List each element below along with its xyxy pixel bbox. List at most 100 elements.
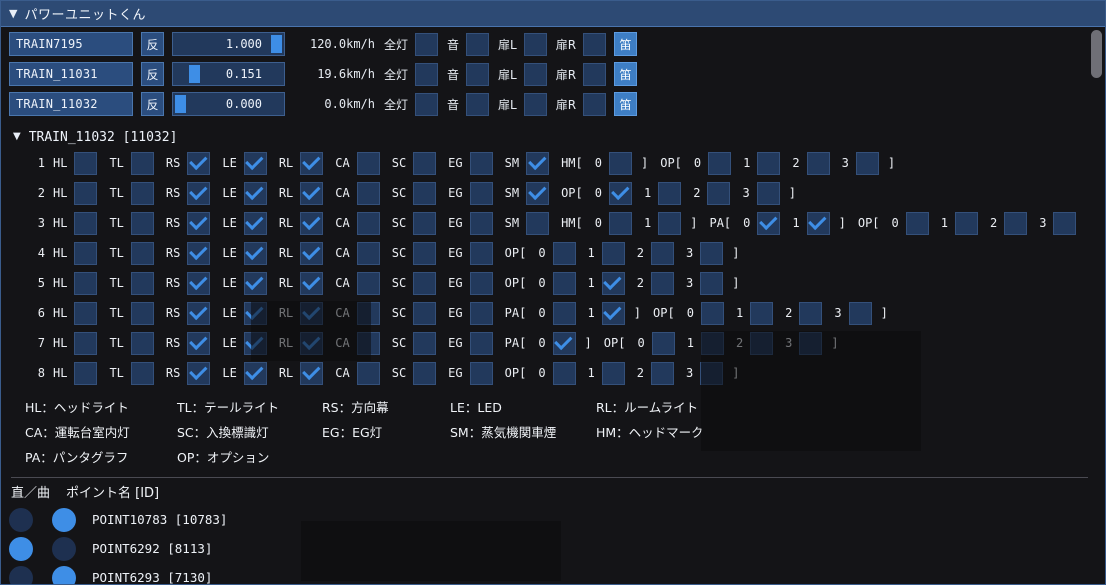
car-flag-checkbox-le[interactable] xyxy=(243,151,267,175)
car-group-checkbox-op-3[interactable] xyxy=(756,181,780,205)
vertical-scrollbar[interactable] xyxy=(1088,28,1103,582)
car-flag-checkbox-ca[interactable] xyxy=(356,361,380,385)
collapse-triangle-icon[interactable]: ▼ xyxy=(9,7,18,20)
sound-checkbox[interactable] xyxy=(466,92,490,116)
point-curve-radio[interactable] xyxy=(52,507,76,532)
car-group-checkbox-op-1[interactable] xyxy=(750,301,774,325)
point-straight-radio[interactable] xyxy=(9,507,33,532)
car-flag-checkbox-ca[interactable] xyxy=(356,271,380,295)
whistle-button[interactable]: 笛 xyxy=(614,92,638,116)
car-flag-checkbox-ca[interactable] xyxy=(356,241,380,265)
car-flag-checkbox-rs[interactable] xyxy=(187,211,211,235)
car-flag-checkbox-rl[interactable] xyxy=(300,361,324,385)
car-group-checkbox-pa-1[interactable] xyxy=(601,301,625,325)
car-flag-checkbox-eg[interactable] xyxy=(469,361,493,385)
car-flag-checkbox-hl[interactable] xyxy=(74,151,98,175)
car-flag-checkbox-rl[interactable] xyxy=(300,271,324,295)
car-group-checkbox-op-0[interactable] xyxy=(905,211,929,235)
door-right-checkbox[interactable] xyxy=(583,62,607,86)
car-flag-checkbox-rs[interactable] xyxy=(187,181,211,205)
car-flag-checkbox-eg[interactable] xyxy=(469,301,493,325)
car-flag-checkbox-ca[interactable] xyxy=(356,301,380,325)
car-flag-checkbox-rs[interactable] xyxy=(187,271,211,295)
car-flag-checkbox-ca[interactable] xyxy=(356,181,380,205)
car-flag-checkbox-eg[interactable] xyxy=(469,331,493,355)
car-flag-checkbox-eg[interactable] xyxy=(469,181,493,205)
train-name-field[interactable]: TRAIN_11031 xyxy=(9,62,133,86)
car-flag-checkbox-hl[interactable] xyxy=(74,271,98,295)
throttle-slider[interactable]: 0.151 xyxy=(172,62,285,86)
car-flag-checkbox-rl[interactable] xyxy=(300,331,324,355)
car-group-checkbox-op-1[interactable] xyxy=(601,241,625,265)
car-flag-checkbox-ca[interactable] xyxy=(356,211,380,235)
car-flag-checkbox-sc[interactable] xyxy=(413,241,437,265)
car-group-checkbox-pa-0[interactable] xyxy=(552,301,576,325)
car-flag-checkbox-le[interactable] xyxy=(243,331,267,355)
car-group-checkbox-op-0[interactable] xyxy=(552,361,576,385)
car-flag-checkbox-rl[interactable] xyxy=(300,301,324,325)
door-left-checkbox[interactable] xyxy=(523,92,547,116)
car-group-checkbox-op-1[interactable] xyxy=(700,331,724,355)
lights-checkbox[interactable] xyxy=(415,32,439,56)
car-flag-checkbox-tl[interactable] xyxy=(130,151,154,175)
car-group-checkbox-sm[interactable] xyxy=(526,181,550,205)
door-left-checkbox[interactable] xyxy=(523,32,547,56)
car-flag-checkbox-le[interactable] xyxy=(243,301,267,325)
door-left-checkbox[interactable] xyxy=(523,62,547,86)
car-group-checkbox-pa-0[interactable] xyxy=(757,211,781,235)
car-group-checkbox-op-1[interactable] xyxy=(955,211,979,235)
point-list-item[interactable]: POINT6293 [7130] xyxy=(1,563,1105,584)
car-group-checkbox-hm-0[interactable] xyxy=(609,151,632,175)
train-reverse-button[interactable]: 反 xyxy=(141,62,164,86)
car-group-checkbox-op-2[interactable] xyxy=(1004,211,1028,235)
car-group-checkbox-hm-0[interactable] xyxy=(609,211,632,235)
car-flag-checkbox-sc[interactable] xyxy=(413,331,437,355)
car-group-checkbox-op-3[interactable] xyxy=(848,301,872,325)
car-flag-checkbox-rs[interactable] xyxy=(187,331,211,355)
car-group-checkbox-op-3[interactable] xyxy=(1053,211,1077,235)
throttle-slider-knob[interactable] xyxy=(271,35,282,53)
car-group-checkbox-pa-1[interactable] xyxy=(806,211,830,235)
car-flag-checkbox-ca[interactable] xyxy=(356,151,380,175)
car-flag-checkbox-rs[interactable] xyxy=(187,241,211,265)
car-flag-checkbox-tl[interactable] xyxy=(130,361,154,385)
point-curve-radio[interactable] xyxy=(52,565,76,584)
car-group-checkbox-op-0[interactable] xyxy=(552,241,576,265)
car-group-checkbox-op-2[interactable] xyxy=(651,271,675,295)
car-group-checkbox-op-1[interactable] xyxy=(757,151,781,175)
car-flag-checkbox-rl[interactable] xyxy=(300,211,324,235)
car-flag-checkbox-rs[interactable] xyxy=(187,151,211,175)
car-flag-checkbox-hl[interactable] xyxy=(74,181,98,205)
car-group-checkbox-op-3[interactable] xyxy=(855,151,879,175)
car-group-checkbox-op-0[interactable] xyxy=(700,301,724,325)
car-group-checkbox-op-3[interactable] xyxy=(700,241,724,265)
car-group-checkbox-op-2[interactable] xyxy=(651,361,675,385)
car-flag-checkbox-eg[interactable] xyxy=(469,211,493,235)
point-straight-radio[interactable] xyxy=(9,536,33,561)
throttle-slider-knob[interactable] xyxy=(189,65,201,83)
car-flag-checkbox-tl[interactable] xyxy=(130,271,154,295)
car-flag-checkbox-le[interactable] xyxy=(243,271,267,295)
car-flag-checkbox-rl[interactable] xyxy=(300,151,324,175)
car-group-checkbox-op-0[interactable] xyxy=(651,331,675,355)
car-flag-checkbox-ca[interactable] xyxy=(356,331,380,355)
whistle-button[interactable]: 笛 xyxy=(614,62,638,86)
car-group-checkbox-op-2[interactable] xyxy=(799,301,823,325)
car-flag-checkbox-hl[interactable] xyxy=(74,301,98,325)
throttle-slider[interactable]: 0.000 xyxy=(172,92,285,116)
car-flag-checkbox-sc[interactable] xyxy=(413,301,437,325)
expand-triangle-icon[interactable]: ▼ xyxy=(13,131,21,142)
car-flag-checkbox-le[interactable] xyxy=(243,361,267,385)
car-flag-checkbox-tl[interactable] xyxy=(130,241,154,265)
car-flag-checkbox-rl[interactable] xyxy=(300,241,324,265)
selected-train-tree-header[interactable]: ▼ TRAIN_11032 [11032] xyxy=(1,126,1105,148)
car-group-checkbox-op-0[interactable] xyxy=(708,151,732,175)
throttle-slider-knob[interactable] xyxy=(175,95,186,113)
car-group-checkbox-op-3[interactable] xyxy=(799,331,823,355)
car-flag-checkbox-eg[interactable] xyxy=(469,151,493,175)
lights-checkbox[interactable] xyxy=(415,62,439,86)
car-flag-checkbox-rl[interactable] xyxy=(300,181,324,205)
car-flag-checkbox-le[interactable] xyxy=(243,211,267,235)
car-flag-checkbox-hl[interactable] xyxy=(74,241,98,265)
car-flag-checkbox-sc[interactable] xyxy=(413,271,437,295)
